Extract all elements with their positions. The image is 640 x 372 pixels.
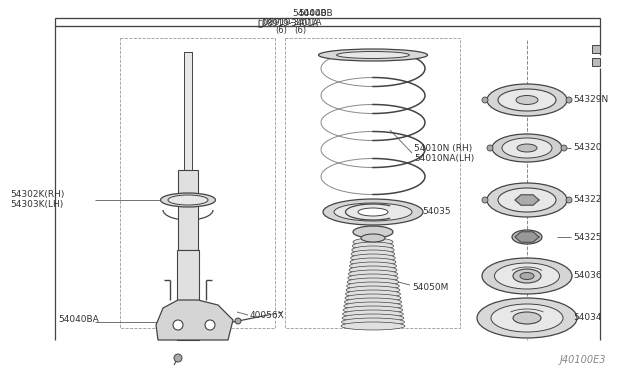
- Ellipse shape: [348, 278, 399, 286]
- Ellipse shape: [492, 134, 562, 162]
- Ellipse shape: [348, 274, 398, 282]
- Text: 54320: 54320: [573, 144, 602, 153]
- Ellipse shape: [520, 273, 534, 279]
- Polygon shape: [156, 300, 233, 340]
- Ellipse shape: [353, 238, 393, 246]
- Text: ⓝ08919-3401A: ⓝ08919-3401A: [259, 17, 322, 26]
- Ellipse shape: [513, 312, 541, 324]
- Ellipse shape: [516, 96, 538, 105]
- Ellipse shape: [487, 183, 567, 217]
- Ellipse shape: [352, 246, 394, 254]
- Ellipse shape: [343, 306, 403, 314]
- Text: 54322: 54322: [573, 196, 602, 205]
- Ellipse shape: [498, 89, 556, 111]
- Ellipse shape: [334, 203, 412, 221]
- Ellipse shape: [477, 298, 577, 338]
- Bar: [592, 58, 600, 66]
- Ellipse shape: [347, 282, 399, 290]
- Bar: [285, 38, 460, 328]
- Ellipse shape: [512, 230, 542, 244]
- Ellipse shape: [498, 188, 556, 212]
- Text: 54050M: 54050M: [412, 283, 449, 292]
- Ellipse shape: [344, 298, 401, 306]
- Ellipse shape: [566, 97, 572, 103]
- Ellipse shape: [350, 258, 396, 266]
- Ellipse shape: [353, 242, 394, 250]
- Ellipse shape: [502, 138, 552, 158]
- Text: (6): (6): [275, 26, 287, 35]
- Text: 54010NA(LH): 54010NA(LH): [414, 154, 474, 163]
- Ellipse shape: [342, 310, 403, 318]
- Ellipse shape: [513, 269, 541, 283]
- Text: 54302K(RH): 54302K(RH): [10, 190, 65, 199]
- Ellipse shape: [491, 304, 563, 332]
- Polygon shape: [515, 232, 539, 242]
- Polygon shape: [515, 195, 539, 205]
- Ellipse shape: [342, 318, 404, 326]
- Bar: [177, 250, 199, 340]
- Ellipse shape: [361, 234, 385, 242]
- Ellipse shape: [342, 314, 404, 322]
- Text: 54325: 54325: [573, 232, 602, 241]
- Ellipse shape: [319, 49, 428, 61]
- Bar: [184, 52, 192, 172]
- Ellipse shape: [482, 97, 488, 103]
- Ellipse shape: [346, 286, 400, 294]
- Ellipse shape: [517, 144, 537, 152]
- Text: 54040B: 54040B: [292, 9, 327, 17]
- Ellipse shape: [351, 250, 395, 258]
- Ellipse shape: [349, 262, 396, 270]
- Ellipse shape: [173, 320, 183, 330]
- Ellipse shape: [353, 226, 393, 238]
- Text: ⓝ08919-3401A: ⓝ08919-3401A: [258, 19, 319, 28]
- Bar: [592, 45, 600, 53]
- Ellipse shape: [482, 258, 572, 294]
- Text: 54303K(LH): 54303K(LH): [10, 201, 63, 209]
- Ellipse shape: [337, 51, 410, 58]
- Ellipse shape: [348, 270, 397, 278]
- Ellipse shape: [358, 208, 388, 216]
- Ellipse shape: [161, 193, 216, 207]
- Ellipse shape: [323, 199, 423, 225]
- Ellipse shape: [349, 266, 397, 274]
- Ellipse shape: [205, 320, 215, 330]
- Text: 54034: 54034: [573, 314, 602, 323]
- Ellipse shape: [174, 354, 182, 362]
- Text: 54040BA: 54040BA: [58, 315, 99, 324]
- Bar: [120, 38, 275, 328]
- Ellipse shape: [566, 197, 572, 203]
- Text: 40056X: 40056X: [250, 311, 285, 320]
- Ellipse shape: [345, 294, 401, 302]
- Ellipse shape: [561, 145, 567, 151]
- Text: (6): (6): [294, 26, 306, 35]
- Ellipse shape: [482, 197, 488, 203]
- Ellipse shape: [351, 254, 396, 262]
- Ellipse shape: [235, 318, 241, 324]
- Ellipse shape: [344, 302, 402, 310]
- Text: 54040B: 54040B: [298, 10, 333, 19]
- Ellipse shape: [487, 145, 493, 151]
- Text: 54036: 54036: [573, 272, 602, 280]
- Ellipse shape: [168, 195, 208, 205]
- Ellipse shape: [341, 322, 405, 330]
- Text: 54010N (RH): 54010N (RH): [414, 144, 472, 153]
- Ellipse shape: [346, 290, 401, 298]
- Ellipse shape: [495, 263, 559, 289]
- Ellipse shape: [487, 84, 567, 116]
- Text: 54329N: 54329N: [573, 96, 608, 105]
- Text: J40100E3: J40100E3: [560, 355, 607, 365]
- Text: 54035: 54035: [422, 208, 451, 217]
- Bar: [178, 170, 198, 250]
